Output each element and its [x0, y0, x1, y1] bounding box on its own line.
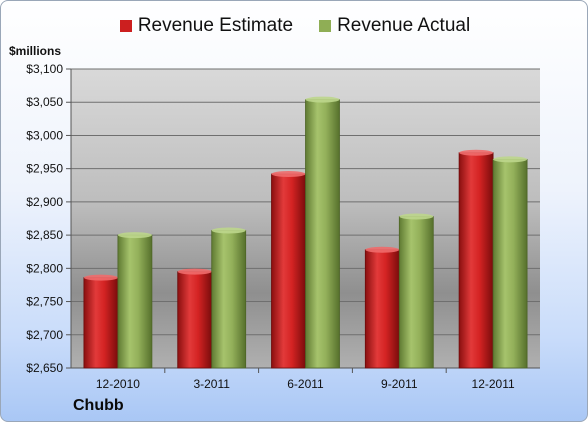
bar-actual [398, 216, 434, 369]
y-tick-label: $2,950 [26, 162, 63, 176]
bar-estimate-cap [83, 274, 118, 281]
bar-estimate [177, 271, 213, 369]
legend-item-estimate: Revenue Estimate [119, 15, 294, 37]
legend-label-estimate: Revenue Estimate [137, 15, 294, 36]
y-tick-label: $2,750 [26, 295, 63, 309]
x-tick-label: 12-2011 [472, 377, 515, 391]
bar-estimate-cap [177, 268, 212, 275]
x-tick-label: 12-2010 [96, 377, 140, 391]
legend-swatch-actual [319, 20, 332, 32]
bar-estimate [83, 277, 119, 369]
y-axis-label: $millions [9, 44, 62, 58]
bar-estimate [458, 152, 494, 369]
y-tick-label: $3,100 [26, 62, 63, 76]
legend-swatch-estimate [119, 20, 132, 32]
company-name: Chubb [73, 397, 124, 414]
bar-estimate [271, 173, 306, 369]
bar-estimate-cap [271, 170, 306, 177]
y-tick-label: $3,050 [26, 95, 63, 109]
x-tick-label: 6-2011 [287, 377, 324, 391]
bar-actual-cap [117, 232, 152, 239]
y-tick-label: $2,700 [26, 328, 63, 342]
bar-actual-cap [305, 96, 340, 103]
bar-estimate [364, 249, 400, 369]
x-tick-label: 3-2011 [193, 377, 230, 391]
bar-actual [211, 230, 247, 369]
bar-actual [492, 158, 528, 369]
legend-item-actual: Revenue Actual [319, 15, 470, 37]
y-tick-label: $2,650 [26, 361, 63, 375]
bar-actual-cap [211, 227, 246, 234]
bar-actual-cap [493, 156, 528, 163]
bar-estimate-cap [365, 246, 400, 253]
legend-label-actual: Revenue Actual [337, 15, 471, 36]
y-tick-label: $2,900 [26, 195, 63, 209]
y-tick-label: $3,000 [26, 128, 63, 142]
legend: Revenue Estimate Revenue Actual [1, 15, 587, 37]
y-tick-label: $2,800 [26, 261, 63, 275]
y-tick-label: $2,850 [26, 228, 63, 242]
x-tick-label: 9-2011 [381, 377, 418, 391]
bar-estimate-cap [459, 149, 494, 156]
bar-actual [305, 99, 340, 369]
bar-actual [117, 234, 153, 369]
bar-actual-cap [399, 213, 434, 220]
